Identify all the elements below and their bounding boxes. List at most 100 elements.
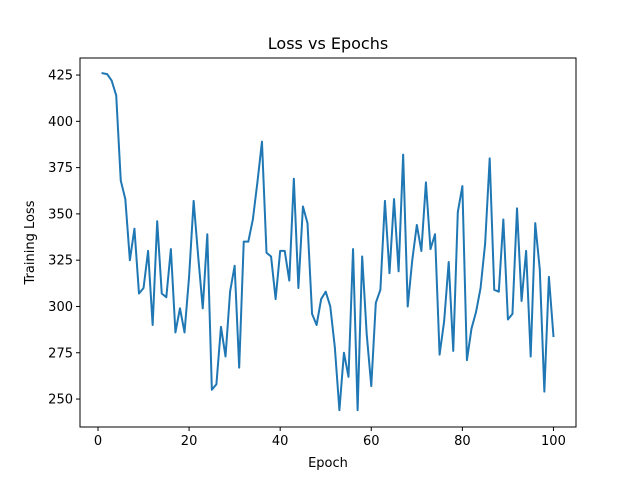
data-point <box>265 251 268 254</box>
data-point <box>229 290 231 293</box>
data-point <box>324 290 327 293</box>
data-point <box>101 72 104 74</box>
y-tick-label: 250 <box>48 393 73 408</box>
data-point <box>197 255 199 258</box>
data-point <box>329 305 332 308</box>
data-point <box>110 79 113 82</box>
data-point <box>211 388 213 391</box>
data-point <box>356 409 359 411</box>
data-point <box>315 324 318 326</box>
data-point <box>311 313 313 315</box>
data-point <box>375 301 377 304</box>
data-point <box>548 276 550 278</box>
x-tick-label: 0 <box>94 434 102 449</box>
data-point <box>488 157 491 160</box>
y-axis-ticks: 250 275 300 325 350 375 400 425 <box>48 69 80 408</box>
data-point <box>338 409 341 411</box>
data-point <box>270 255 272 258</box>
data-point <box>397 270 400 273</box>
data-point <box>142 287 145 289</box>
data-point <box>507 318 509 321</box>
data-point <box>206 233 209 236</box>
data-point <box>233 264 236 267</box>
data-point <box>516 207 518 210</box>
data-point <box>461 185 464 187</box>
data-point <box>384 200 386 202</box>
data-point <box>170 248 172 250</box>
data-point <box>438 353 441 356</box>
data-point <box>457 211 459 213</box>
data-point <box>188 276 190 278</box>
data-point <box>429 248 432 250</box>
data-point <box>447 261 450 263</box>
data-point <box>261 140 263 143</box>
data-point <box>138 292 140 295</box>
data-point <box>365 333 368 336</box>
data-point <box>156 220 158 223</box>
y-tick-label: 325 <box>48 254 73 269</box>
data-point <box>133 227 136 230</box>
data-point <box>215 383 218 386</box>
data-point <box>106 73 108 75</box>
data-point <box>479 287 482 289</box>
data-point <box>406 305 409 308</box>
data-point <box>434 233 436 236</box>
x-tick-label: 20 <box>181 434 198 449</box>
data-point <box>279 250 281 252</box>
data-point <box>452 350 455 352</box>
data-point <box>402 153 404 156</box>
data-point <box>393 198 395 200</box>
data-point <box>520 300 523 302</box>
data-point <box>165 296 168 299</box>
data-point <box>416 224 418 226</box>
data-point <box>274 298 277 300</box>
chart-title: Loss vs Epochs <box>268 34 388 53</box>
data-point <box>534 222 537 224</box>
data-point <box>443 320 445 323</box>
data-point <box>320 298 322 300</box>
data-point <box>538 268 541 271</box>
data-point <box>283 250 286 252</box>
data-point <box>498 290 500 293</box>
data-point <box>334 346 336 349</box>
x-tick-label: 80 <box>454 434 471 449</box>
data-point <box>502 218 505 221</box>
x-tick-label: 40 <box>272 434 289 449</box>
data-point <box>183 331 186 334</box>
data-point <box>192 200 195 202</box>
data-point <box>420 250 423 252</box>
data-point <box>484 242 486 245</box>
data-point <box>151 324 154 326</box>
data-point <box>466 359 468 361</box>
data-point <box>388 272 391 274</box>
data-point <box>256 181 259 184</box>
data-point <box>238 366 240 369</box>
data-point <box>529 355 532 358</box>
y-tick-label: 400 <box>48 115 73 130</box>
x-tick-label: 60 <box>363 434 380 449</box>
data-point <box>252 218 254 221</box>
data-point <box>293 177 295 180</box>
data-point <box>220 326 222 328</box>
data-point <box>119 179 122 182</box>
data-point <box>306 222 309 224</box>
y-tick-label: 375 <box>48 161 73 176</box>
data-point <box>361 255 363 258</box>
y-axis-label: Training Loss <box>23 200 38 285</box>
data-point <box>224 355 227 358</box>
data-point <box>475 311 477 313</box>
series-line-training-loss <box>101 72 555 412</box>
data-point <box>174 331 177 334</box>
data-point <box>115 94 118 97</box>
x-axis-ticks: 0 20 40 60 80 100 <box>94 427 566 449</box>
data-point <box>352 248 354 250</box>
data-point <box>343 351 345 354</box>
data-point <box>411 259 414 261</box>
data-point <box>525 250 527 252</box>
data-point <box>493 289 496 291</box>
y-tick-label: 425 <box>48 69 73 84</box>
data-point <box>552 335 555 337</box>
data-point <box>124 198 127 200</box>
